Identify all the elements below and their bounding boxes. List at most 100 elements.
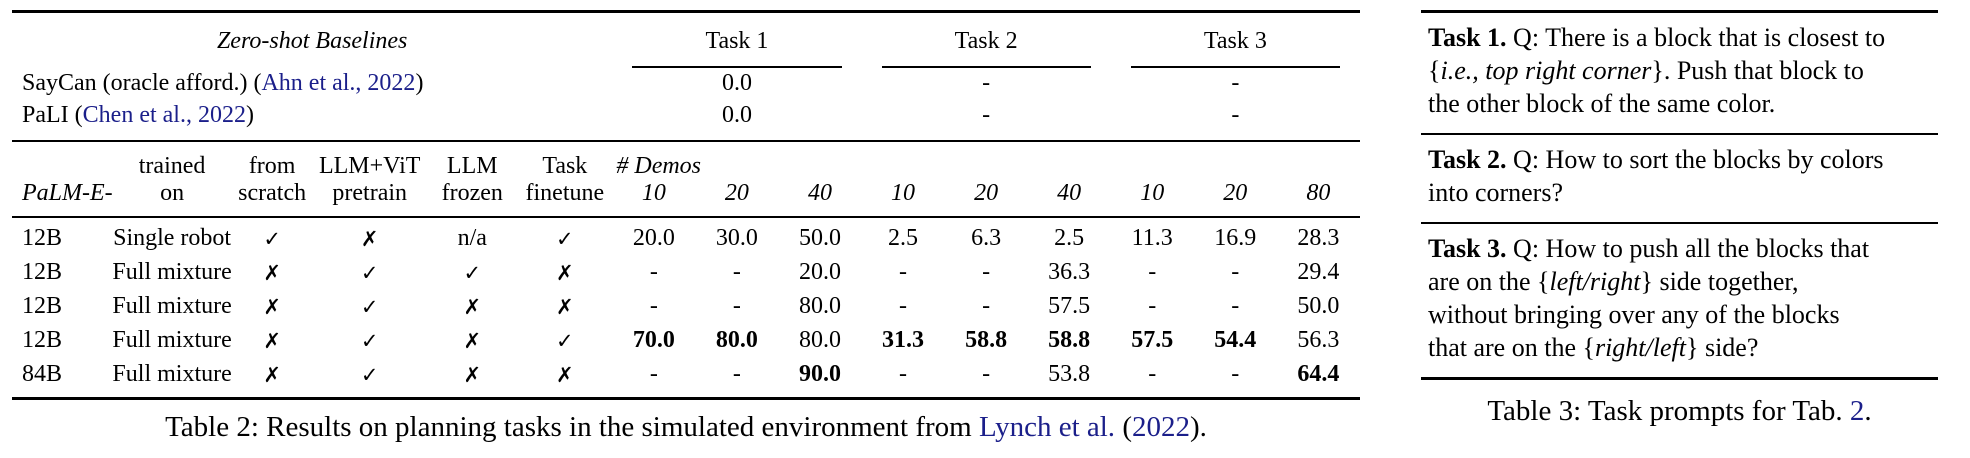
demo-count-header: 20 bbox=[974, 180, 999, 206]
text-segment: Q: How to sort the blocks by colors bbox=[1506, 145, 1884, 174]
result-value-cell: - bbox=[732, 293, 741, 319]
result-value-cell: - bbox=[649, 259, 658, 285]
result-value-cell: - bbox=[1148, 361, 1157, 387]
header-trained: trained bbox=[112, 140, 233, 180]
check-icon: ✓ bbox=[360, 328, 379, 353]
citation-link[interactable]: 2022 bbox=[1131, 411, 1190, 443]
text-segment: { bbox=[1428, 56, 1441, 85]
baseline-name: SayCan (oracle afford.) (Ahn et al., 202… bbox=[12, 68, 612, 100]
model-row: 12B Single robot ✓ ✗ n/a ✓ 20.0 30.0 50.0 2.5 6.3 2… bbox=[12, 216, 1360, 256]
trained-on-cell: Full mixture bbox=[112, 293, 232, 319]
cross-icon: ✗ bbox=[463, 362, 482, 387]
header-task: Task bbox=[517, 140, 613, 180]
result-value-cell: 90.0 bbox=[798, 361, 841, 387]
result-value-cell: 16.9 bbox=[1193, 216, 1277, 256]
result-value-cell: 29.4 bbox=[1297, 259, 1340, 285]
result-value-cell: - bbox=[1231, 259, 1240, 285]
model-size-cell: 12B bbox=[22, 259, 63, 285]
demo-count-header: 10 bbox=[641, 180, 666, 206]
text-segment: . bbox=[1864, 395, 1872, 427]
demo-count-header: 10 bbox=[1140, 180, 1165, 206]
result-value-cell: 36.3 bbox=[1048, 259, 1091, 285]
task3-group-header: Task 3 bbox=[1111, 12, 1360, 69]
text-segment: the other block of the same color. bbox=[1428, 89, 1776, 118]
model-size-cell: 12B bbox=[12, 216, 113, 256]
demo-count-header: 10 bbox=[891, 180, 916, 206]
demo-count-header: 20 bbox=[1223, 180, 1248, 206]
result-value-cell: 28.3 bbox=[1276, 216, 1360, 256]
header-from: from bbox=[232, 140, 313, 180]
text-segment: Task 1. bbox=[1428, 23, 1507, 52]
baseline-row: PaLI (Chen et al., 2022) 0.0 - - bbox=[12, 100, 1360, 141]
result-value-cell: 2.5 bbox=[1027, 216, 1111, 256]
trained-on-cell: Full mixture bbox=[112, 259, 232, 285]
result-value-cell: - bbox=[732, 259, 741, 285]
trained-on-cell: Full mixture bbox=[112, 327, 232, 353]
citation-link[interactable]: Ahn et al., 2022 bbox=[261, 70, 416, 96]
citation-link[interactable]: Lynch et al. bbox=[978, 411, 1116, 443]
text-segment: that are on the { bbox=[1428, 333, 1595, 362]
task-prompt-1: Task 1. Q: There is a block that is clos… bbox=[1421, 13, 1938, 135]
header-scratch: scratch bbox=[238, 180, 307, 206]
demo-count-header: 40 bbox=[807, 180, 832, 206]
text-segment: left/right bbox=[1549, 267, 1641, 296]
baseline-value: 0.0 bbox=[721, 70, 752, 96]
text-segment: Table 2: Results on planning tasks in th… bbox=[165, 411, 979, 443]
check-icon: ✓ bbox=[463, 260, 482, 285]
result-value-cell: 57.5 bbox=[1131, 327, 1174, 353]
citation-link[interactable]: 2 bbox=[1849, 395, 1865, 427]
text-segment: ) bbox=[415, 70, 424, 96]
cross-icon: ✗ bbox=[463, 328, 482, 353]
table2-caption: Table 2: Results on planning tasks in th… bbox=[12, 411, 1360, 444]
check-icon: ✓ bbox=[556, 328, 574, 353]
citation-link[interactable]: Chen et al., 2022 bbox=[82, 102, 246, 128]
result-value-cell: - bbox=[982, 293, 991, 319]
text-segment: Q: There is a block that is closest to bbox=[1506, 23, 1886, 52]
header-pretrain: pretrain bbox=[332, 180, 408, 206]
text-segment: ). bbox=[1189, 411, 1207, 443]
cross-icon: ✗ bbox=[556, 294, 574, 319]
column-header-line1: trained from LLM+ViT LLM Task # Demos bbox=[12, 140, 1360, 180]
result-value-cell: - bbox=[1231, 293, 1240, 319]
text-segment: Table 3: Task prompts for Tab. bbox=[1487, 395, 1850, 427]
text-segment: i.e., top right corner bbox=[1440, 56, 1652, 85]
table3: Task 1. Q: There is a block that is clos… bbox=[1421, 10, 1938, 380]
result-value-cell: 64.4 bbox=[1297, 361, 1340, 387]
demo-count-header: 40 bbox=[1057, 180, 1082, 206]
header-llm-vit: LLM+ViT bbox=[312, 140, 428, 180]
result-value-cell: - bbox=[1148, 293, 1157, 319]
result-value-cell: - bbox=[1148, 259, 1157, 285]
model-size-cell: 84B bbox=[22, 361, 63, 387]
cross-icon: ✗ bbox=[263, 260, 281, 285]
result-value-cell: 80.0 bbox=[798, 327, 841, 353]
result-value-cell: - bbox=[649, 293, 658, 319]
cross-icon: ✗ bbox=[463, 294, 482, 319]
text-segment: }. Push that block to bbox=[1651, 56, 1864, 85]
text-segment: } side together, bbox=[1640, 267, 1799, 296]
result-value-cell: 58.8 bbox=[965, 327, 1008, 353]
task1-group-header: Task 1 bbox=[612, 12, 861, 69]
table3-panel: Task 1. Q: There is a block that is clos… bbox=[1421, 10, 1938, 428]
result-value-cell: - bbox=[982, 361, 991, 387]
result-value-cell: 50.0 bbox=[778, 216, 862, 256]
text-segment: Q: How to push all the blocks that bbox=[1506, 234, 1870, 263]
task-prompt-2: Task 2. Q: How to sort the blocks by col… bbox=[1421, 135, 1938, 224]
model-size-cell: 12B bbox=[22, 293, 63, 319]
text-segment: Task 2. bbox=[1428, 145, 1507, 174]
text-segment: right/left bbox=[1594, 333, 1686, 362]
check-icon: ✓ bbox=[232, 216, 313, 256]
header-llm: LLM bbox=[427, 140, 518, 180]
result-value-cell: - bbox=[1231, 361, 1240, 387]
result-value-cell: 31.3 bbox=[882, 327, 925, 353]
cross-icon: ✗ bbox=[312, 216, 428, 256]
text-segment: } side? bbox=[1685, 333, 1759, 362]
text-segment: ( bbox=[1115, 411, 1132, 443]
result-value-cell: - bbox=[982, 259, 991, 285]
task2-group-header: Task 2 bbox=[862, 12, 1111, 69]
header-empty-cell bbox=[12, 140, 113, 180]
result-value-cell: 50.0 bbox=[1297, 293, 1340, 319]
zero-shot-header-row: Zero-shot Baselines Task 1 Task 2 Task 3 bbox=[12, 12, 1360, 69]
check-icon: ✓ bbox=[360, 260, 379, 285]
result-value-cell: 6.3 bbox=[944, 216, 1028, 256]
result-value-cell: 20.0 bbox=[612, 216, 696, 256]
